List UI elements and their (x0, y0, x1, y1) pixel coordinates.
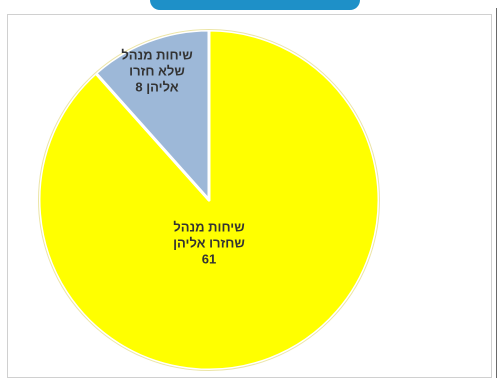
top-accent-bar (150, 0, 360, 10)
slice-label-1-line-1: שיחות מנהל (173, 219, 244, 234)
slice-label-2-line-3: אליהן 8 (135, 79, 178, 94)
slice-label-1-line-3: 61 (202, 251, 216, 266)
pie-outline (38, 29, 380, 371)
right-edge-divider (496, 8, 497, 378)
slice-label-2-line-2: שלא חזרו (129, 63, 185, 78)
pie-slice-2 (94, 28, 211, 202)
slice-label-1-line-2: שחזרו אליהן (173, 235, 245, 250)
slice-label-2-line-1: שיחות מנהל (121, 47, 192, 62)
